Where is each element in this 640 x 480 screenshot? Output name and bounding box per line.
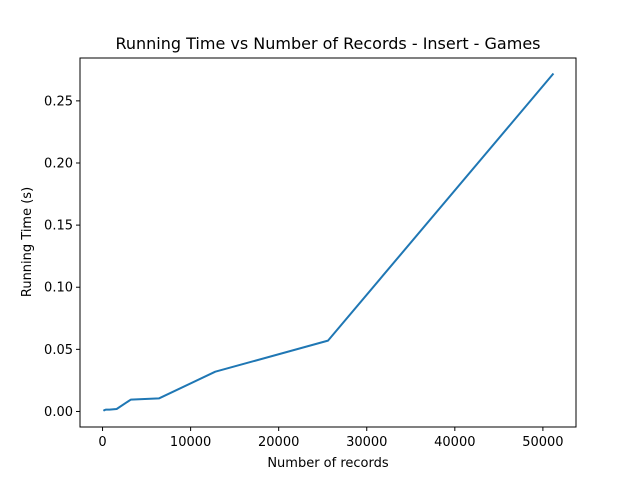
y-axis-ticks: 0.00 0.05 0.10 0.15 0.20 0.25 xyxy=(44,94,80,420)
x-axis-label: Number of records xyxy=(267,456,389,471)
series-line xyxy=(102,72,555,412)
chart-title: Running Time vs Number of Records - Inse… xyxy=(115,34,540,53)
x-tick-label: 40000 xyxy=(434,435,475,450)
x-tick-label: 0 xyxy=(98,435,106,450)
plot-frame xyxy=(79,57,577,428)
series-layer xyxy=(102,72,555,412)
x-axis-ticks: 0 10000 20000 30000 40000 50000 xyxy=(98,427,564,450)
x-tick-label: 20000 xyxy=(258,435,299,450)
x-tick-label: 50000 xyxy=(522,435,563,450)
x-tick-label: 30000 xyxy=(346,435,387,450)
y-tick-label: 0.00 xyxy=(44,405,73,420)
y-tick-label: 0.25 xyxy=(44,94,73,109)
y-tick-label: 0.15 xyxy=(44,219,73,234)
y-tick-label: 0.20 xyxy=(44,156,73,171)
x-tick-label: 10000 xyxy=(170,435,211,450)
y-tick-label: 0.05 xyxy=(44,343,73,358)
y-axis-label: Running Time (s) xyxy=(20,187,35,297)
y-tick-label: 0.10 xyxy=(44,281,73,296)
